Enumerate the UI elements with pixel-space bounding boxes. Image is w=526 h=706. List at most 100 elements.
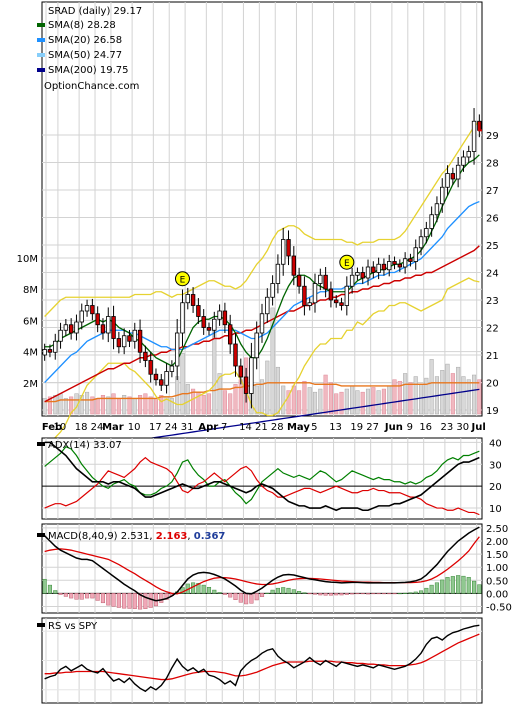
macd-histogram-bar [344,593,349,595]
candle-body [318,274,323,284]
volume-bar [471,374,477,415]
candle-body [471,120,477,152]
volume-bar [307,387,312,415]
volume-bar [63,398,68,415]
volume-bar [238,379,243,415]
candle-body [212,318,217,331]
volume-bar [185,384,190,415]
candle-body [58,329,63,342]
candle-body [450,173,456,180]
macd-histogram-bar [148,593,153,608]
candle-body [355,272,360,276]
macd-histogram-bar [307,593,312,595]
macd-tick-label: 2.50 [486,524,508,535]
date-axis-label: 27 [366,422,379,433]
price-tick-label: 21 [486,351,499,362]
macd-histogram-bar [461,575,466,594]
volume-bar [169,398,174,415]
date-axis-label: 7 [221,422,227,433]
macd-histogram-bar [318,593,323,596]
price-tick-label: 27 [486,186,499,197]
macd-tick-label: 1.00 [486,563,508,574]
adx-tick-label: 40 [489,438,502,449]
date-axis-label: Mar [102,422,124,433]
candle-body [137,329,143,353]
volume-bar [254,385,259,415]
volume-bar [328,382,333,415]
macd-histogram-bar [466,577,471,594]
adx-tick-label: 10 [489,504,502,515]
volume-bar [122,395,127,415]
date-axis-label: 16 [419,422,432,433]
price-tick-label: 20 [486,379,499,390]
candle-body [265,296,270,315]
macd-tick-label: 1.50 [486,550,508,561]
date-axis-label: 28 [271,422,284,433]
macd-histogram-bar [228,593,233,598]
macd-histogram-bar [132,593,137,609]
candle-body [74,321,79,334]
candle-body [387,261,392,271]
candle-body [217,310,222,320]
macd-histogram-bar [323,593,328,596]
candle-body [307,302,312,306]
macd-histogram-bar [53,590,58,594]
date-axis-label: 24 [91,422,104,433]
macd-histogram-bar [450,576,455,594]
macd-histogram-bar [69,593,74,599]
macd-histogram-bar [350,593,355,595]
volume-bar [387,385,392,415]
macd-histogram-bar [79,593,84,600]
macd-histogram-bar [424,587,429,594]
candle-body [312,283,318,304]
candle-body [402,258,408,268]
macd-histogram-bar [397,593,402,595]
macd-histogram-bar [281,587,286,594]
volume-bar [466,379,471,415]
candle-body [339,302,344,306]
bollinger-lower-line [44,277,480,449]
macd-histogram-bar [85,593,90,599]
macd-histogram-bar [95,593,100,601]
candle-body [159,379,164,386]
candle-body [169,365,175,372]
macd-histogram-bar [138,593,143,610]
date-axis-label: 31 [181,422,194,433]
volume-bar [222,390,227,415]
date-axis-label: 5 [311,422,317,433]
adx-tick-label: 30 [489,460,502,471]
candle-body [238,365,243,378]
volume-bar [424,377,429,415]
watermark: OptionChance.com [44,81,139,92]
macd-histogram-bar [212,589,217,594]
volume-bar [153,398,159,415]
candle-body [376,263,381,273]
macd-histogram-bar [355,593,360,595]
volume-tick-label: 6M [23,316,38,327]
macd-histogram-bar [418,590,424,594]
volume-bar [477,379,482,415]
candle-body [42,349,47,356]
rs-legend-swatch [37,623,45,627]
candle-body [116,338,122,348]
candle-body [455,164,461,180]
candle-body [164,371,169,386]
macd-histogram-bar [302,592,307,594]
price-tick-label: 24 [486,269,499,280]
volume-bar [413,376,418,415]
adx-minus-di-line [44,456,480,516]
candle-body [95,313,100,326]
candle-body [243,376,249,394]
volume-bar [461,376,466,415]
price-tick-label: 23 [486,296,499,307]
legend-label: SMA(20) 26.58 [48,35,122,46]
macd-histogram-bar [291,589,296,594]
macd-histogram-bar [122,593,127,609]
macd-histogram-bar [254,593,259,601]
candle-body [408,258,413,262]
macd-histogram-bar [445,577,450,594]
volume-bar [281,385,286,415]
adx-panel-frame [41,437,483,520]
candle-body [286,239,291,257]
macd-histogram-bar [328,593,333,596]
